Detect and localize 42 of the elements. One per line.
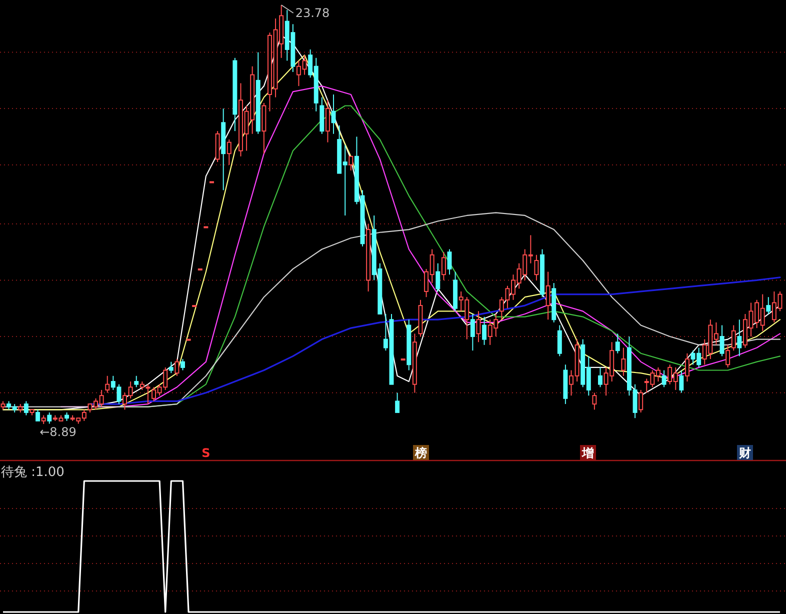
candlestick	[226, 139, 232, 166]
candlestick	[621, 347, 626, 376]
text: S	[202, 446, 210, 460]
candlestick	[546, 271, 550, 320]
candlestick	[470, 313, 475, 352]
candlestick	[325, 100, 330, 143]
candlestick	[662, 370, 666, 388]
candlestick	[436, 262, 440, 292]
text: 榜	[414, 446, 427, 460]
candlestick	[476, 310, 481, 343]
candlestick	[737, 319, 742, 357]
candlestick	[766, 296, 771, 314]
candlestick	[720, 324, 724, 357]
candlestick	[47, 412, 52, 424]
text: 财	[738, 446, 751, 460]
candlestick	[180, 358, 185, 371]
candlestick	[441, 252, 446, 281]
candlestick	[36, 409, 40, 422]
candlestick	[24, 400, 28, 416]
candlestick	[447, 248, 452, 276]
candlestick	[731, 324, 736, 352]
candlestick	[134, 375, 139, 388]
candlestick	[726, 344, 730, 368]
candlestick	[168, 361, 174, 374]
annotation: ←8.89	[40, 425, 76, 439]
candlestick	[395, 392, 400, 413]
candlestick	[592, 392, 597, 410]
candlestick	[534, 254, 539, 281]
candlestick	[331, 94, 336, 134]
candlestick	[348, 156, 354, 171]
candlestick	[174, 358, 180, 376]
candlestick	[684, 352, 690, 382]
candlestick	[615, 333, 620, 354]
candlestick	[105, 375, 110, 394]
chart-title: 待兔 :1.00	[1, 465, 64, 480]
candlestick	[638, 389, 644, 413]
annotation: 23.78	[295, 6, 330, 20]
candlestick	[598, 366, 602, 388]
text: 增	[581, 446, 594, 460]
candlestick	[482, 316, 487, 346]
candlestick	[679, 370, 684, 394]
candlestick	[557, 324, 562, 357]
